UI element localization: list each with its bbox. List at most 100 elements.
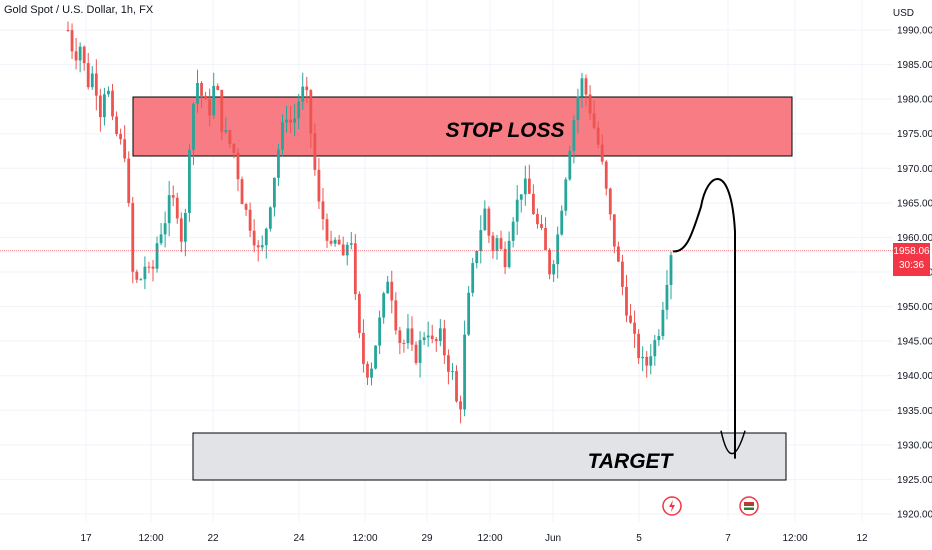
candle-body xyxy=(621,261,624,287)
target-zone[interactable] xyxy=(192,432,787,481)
x-tick-label: 5 xyxy=(636,533,642,544)
candle-body xyxy=(281,122,284,150)
candle-body xyxy=(127,158,131,204)
candle-body xyxy=(82,46,86,64)
candle-body xyxy=(285,119,288,123)
candle-body xyxy=(669,255,673,285)
flag-icon[interactable] xyxy=(739,496,759,516)
candle-body xyxy=(402,342,406,344)
candle-body xyxy=(329,240,333,244)
candle-body xyxy=(665,284,669,310)
candle-body xyxy=(103,94,106,118)
candle-body xyxy=(123,139,127,159)
candle-body xyxy=(289,119,292,123)
candle-body xyxy=(503,248,507,268)
candle-body xyxy=(596,127,600,145)
candle-body xyxy=(256,245,260,248)
time-axis[interactable]: 17 12:00 22 24 12:00 29 12:00 Jun 5 7 12:00 12 xyxy=(80,533,868,544)
zones-layer: STOP LOSS TARGET xyxy=(132,96,793,481)
candle-body xyxy=(115,116,118,134)
candle-body xyxy=(475,251,479,264)
candle-body xyxy=(244,204,248,210)
candle-body xyxy=(479,230,483,252)
lightning-icon[interactable] xyxy=(662,496,682,516)
candle-body xyxy=(325,219,329,241)
candle-body xyxy=(277,149,280,178)
y-tick-label: 1920.00 xyxy=(897,510,932,521)
currency-label: USD xyxy=(892,8,914,19)
candle-body xyxy=(418,340,422,363)
candle-body xyxy=(527,178,531,194)
candle-body xyxy=(540,224,543,229)
candle-body xyxy=(216,85,220,90)
candle-body xyxy=(560,210,564,235)
candle-body xyxy=(499,238,503,249)
candle-body xyxy=(491,235,495,251)
candle-body xyxy=(495,238,499,251)
candle-body xyxy=(90,73,94,88)
last-price-value: 1958.06 xyxy=(893,246,930,257)
x-tick-label: 17 xyxy=(80,533,92,544)
candle-body xyxy=(442,328,446,356)
x-tick-label: 22 xyxy=(207,533,219,544)
candle-body xyxy=(552,264,556,275)
candle-body xyxy=(483,208,487,231)
candle-body xyxy=(519,194,523,200)
y-tick-label: 1965.00 xyxy=(897,198,932,209)
candle-body xyxy=(625,286,628,316)
candle-body xyxy=(556,234,560,265)
candle-body xyxy=(370,368,373,378)
last-price-badge[interactable]: 1958.06 30:36 xyxy=(893,243,930,276)
y-tick-label: 1940.00 xyxy=(897,371,932,382)
candle-body xyxy=(159,234,163,244)
candle-body xyxy=(345,244,349,256)
x-tick-label: Jun xyxy=(545,533,561,544)
candle-body xyxy=(588,94,592,114)
candle-body xyxy=(98,95,102,118)
target-label: TARGET xyxy=(588,450,675,473)
x-tick-label: 12 xyxy=(856,533,868,544)
candle-body xyxy=(74,51,78,61)
y-tick-label: 1925.00 xyxy=(897,475,932,486)
candle-body xyxy=(196,82,199,104)
candle-body xyxy=(455,371,458,402)
candle-body xyxy=(471,263,475,293)
stop-loss-zone[interactable] xyxy=(132,96,793,157)
candle-body xyxy=(600,144,604,162)
candle-body xyxy=(374,345,377,369)
candle-body xyxy=(507,240,511,268)
x-tick-label: 7 xyxy=(725,533,731,544)
candle-body xyxy=(536,214,539,225)
bar-countdown: 30:36 xyxy=(898,260,925,271)
y-tick-label: 1930.00 xyxy=(897,440,932,451)
y-tick-label: 1935.00 xyxy=(897,406,932,417)
candle-body xyxy=(151,266,155,269)
y-tick-label: 1960.00 xyxy=(897,233,932,244)
candle-body xyxy=(179,218,183,242)
candle-body xyxy=(608,188,612,215)
candle-body xyxy=(163,223,167,235)
candle-body xyxy=(240,179,244,205)
candle-body xyxy=(544,228,547,250)
candle-body xyxy=(293,118,297,123)
x-tick-label: 12:00 xyxy=(477,533,502,544)
projection-curve xyxy=(672,178,736,459)
candle-body xyxy=(653,340,657,357)
y-tick-label: 1975.00 xyxy=(897,129,932,140)
candle-body xyxy=(592,113,596,128)
x-tick-label: 12:00 xyxy=(138,533,163,544)
candle-body xyxy=(353,243,357,295)
candle-body xyxy=(604,161,608,189)
candle-body xyxy=(548,249,551,275)
candle-body xyxy=(204,95,207,100)
candle-body xyxy=(264,228,268,246)
candle-body xyxy=(568,150,572,180)
candle-body xyxy=(131,203,135,272)
candle-body xyxy=(305,86,309,91)
candle-body xyxy=(200,82,203,96)
candle-body xyxy=(467,292,471,335)
candle-body xyxy=(572,120,576,151)
x-tick-label: 29 xyxy=(421,533,433,544)
candle-body xyxy=(94,73,98,96)
